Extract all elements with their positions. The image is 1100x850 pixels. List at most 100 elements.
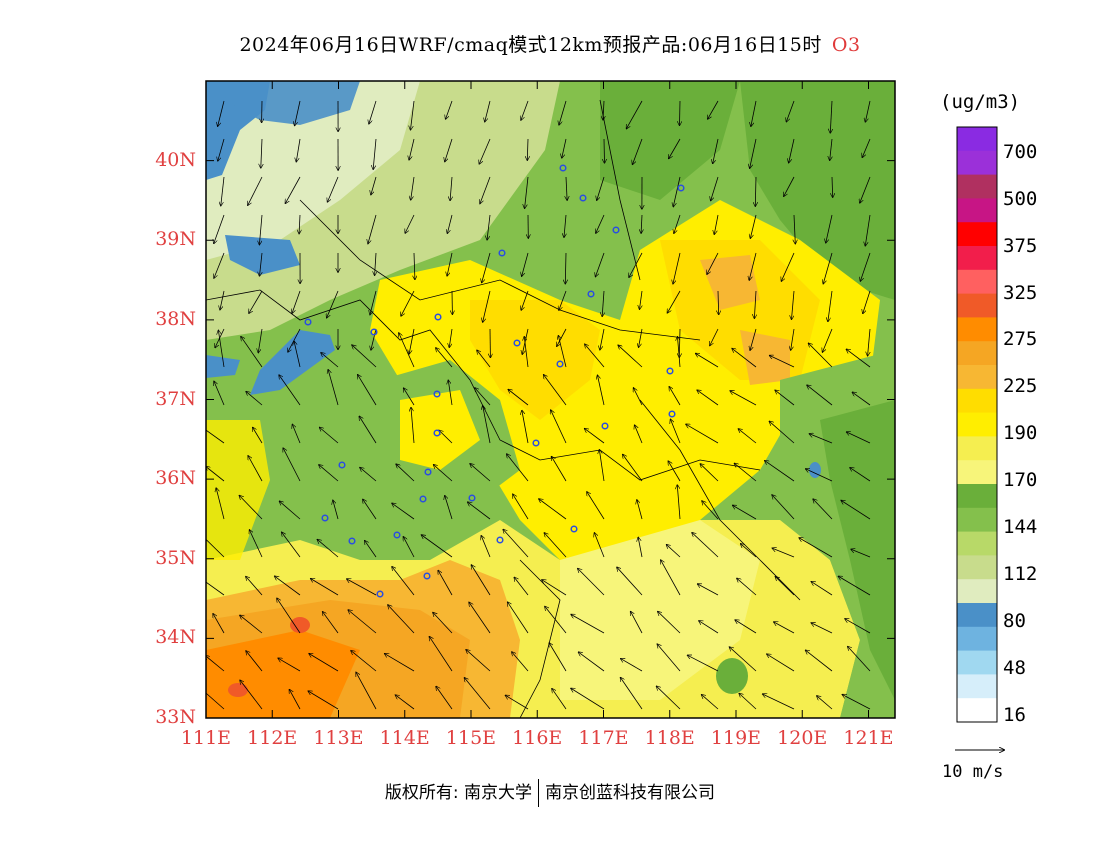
city-markers <box>304 164 685 598</box>
legend-label: 500 <box>1003 187 1038 210</box>
wind-arrow <box>730 647 757 672</box>
wind-arrow <box>356 672 377 710</box>
wind-arrow <box>414 252 415 279</box>
wind-arrow <box>792 290 795 319</box>
wind-arrow <box>741 544 757 558</box>
wind-arrow <box>260 252 263 276</box>
wind-arrow <box>283 448 301 482</box>
wind-arrow <box>794 214 795 244</box>
wind-arrow <box>552 689 567 710</box>
lat-label: 36N <box>155 467 196 490</box>
wind-arrow <box>409 328 415 354</box>
colorbar-segment <box>957 174 997 199</box>
wind-arrow <box>830 100 832 133</box>
city-marker <box>579 194 587 202</box>
colorbar-segment <box>957 365 997 390</box>
wind-arrow <box>477 350 491 368</box>
colorbar-segment <box>957 555 997 580</box>
wind-arrow <box>578 569 605 596</box>
wind-arrow <box>321 353 339 368</box>
wind-arrow <box>206 692 225 710</box>
wind-arrow <box>206 427 225 444</box>
wind-arrow <box>596 214 605 233</box>
wind-arrow <box>811 582 833 596</box>
colorbar-segment <box>957 460 997 485</box>
province-borders <box>206 99 801 718</box>
wind-arrow <box>860 252 871 281</box>
wind-arrow <box>686 424 719 444</box>
wind-arrow <box>214 214 225 243</box>
wind-arrow <box>279 375 301 406</box>
wind-arrow <box>750 328 757 350</box>
wind-arrow <box>565 252 566 284</box>
wind-arrow <box>475 388 491 406</box>
wind-arrow <box>368 214 377 244</box>
wind-arrow <box>296 138 301 162</box>
wind-arrow <box>259 214 263 245</box>
wind-arrow <box>317 540 339 558</box>
legend-label: 190 <box>1003 422 1038 445</box>
wind-arrow <box>559 100 567 125</box>
wind-arrow <box>549 643 567 672</box>
wind-arrow <box>667 290 681 313</box>
wind-arrow <box>347 579 377 596</box>
wind-arrow <box>823 252 833 284</box>
lat-label: 35N <box>155 546 196 569</box>
wind-arrow <box>673 252 681 284</box>
wind-arrow <box>483 406 491 444</box>
wind-arrow <box>220 290 225 310</box>
wind-arrow <box>360 468 377 482</box>
wind-arrow <box>775 577 795 596</box>
wind-arrow <box>621 659 643 672</box>
wind-arrow <box>240 615 263 634</box>
lon-label: 120E <box>777 727 828 749</box>
wind-arrow <box>765 461 795 482</box>
city-marker <box>570 525 578 533</box>
wind-arrow <box>564 214 566 237</box>
colorbar-segment <box>957 198 997 223</box>
legend-label: 16 <box>1003 703 1026 726</box>
wind-arrow <box>631 612 643 634</box>
wind-arrow <box>480 176 491 204</box>
city-marker <box>559 164 567 172</box>
wind-arrow <box>253 428 263 444</box>
wind-arrow <box>841 501 871 520</box>
wind-arrow <box>708 100 719 119</box>
wind-arrow <box>860 176 871 203</box>
chart-title: 2024年06月16日WRF/cmaq模式12km预报产品:06月16日15时 O… <box>0 30 1100 57</box>
wind-arrow <box>763 694 795 710</box>
legend-label: 170 <box>1003 469 1038 492</box>
lon-label: 114E <box>379 727 430 749</box>
wind-arrow <box>438 571 453 596</box>
wind-arrow <box>846 349 871 368</box>
city-marker <box>370 328 378 336</box>
wind-arrow <box>249 290 263 313</box>
lat-label: 37N <box>155 387 196 410</box>
legend-colorbar <box>956 126 998 723</box>
wind-arrow <box>707 252 719 274</box>
wind-arrow <box>221 176 225 206</box>
wind-arrow <box>774 622 795 634</box>
city-marker <box>556 360 564 368</box>
wind-arrow <box>433 613 453 634</box>
wind-arrow <box>692 533 719 558</box>
wind-arrow <box>439 430 453 444</box>
wind-arrow <box>319 465 339 482</box>
wind-arrow <box>411 408 415 444</box>
wind-arrow <box>587 492 605 520</box>
wind-arrow <box>358 375 377 406</box>
city-marker <box>532 439 540 447</box>
wind-arrow <box>673 176 681 207</box>
legend-unit: (ug/m3) <box>940 91 1021 113</box>
wind-arrow <box>600 328 605 350</box>
wind-arrow <box>214 252 225 278</box>
wind-arrow <box>206 538 225 558</box>
wind-arrow <box>206 656 225 672</box>
city-marker <box>423 572 431 580</box>
wind-arrow <box>754 290 756 318</box>
city-marker <box>424 468 432 476</box>
wind-arrow <box>806 469 833 482</box>
colorbar-segment <box>957 507 997 533</box>
wind-arrow <box>698 584 719 596</box>
wind-arrow <box>521 100 529 120</box>
